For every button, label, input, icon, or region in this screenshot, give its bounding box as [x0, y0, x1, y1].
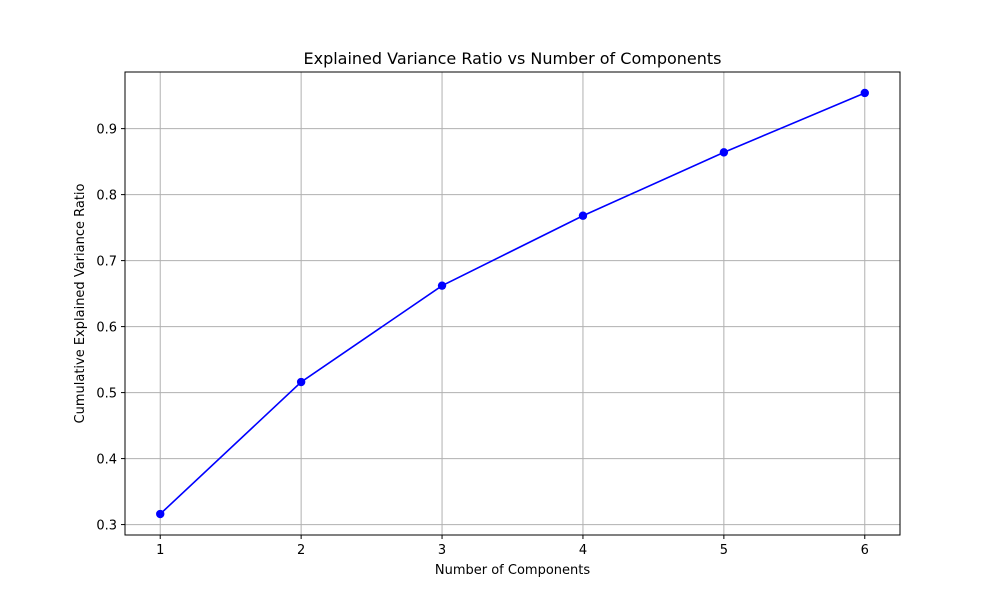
- x-axis-label: Number of Components: [435, 563, 590, 578]
- x-tick-label: 4: [579, 543, 587, 558]
- data-point: [719, 148, 729, 157]
- x-tick-label: 6: [861, 543, 869, 558]
- y-tick-label: 0.4: [96, 453, 117, 468]
- x-tick-label: 3: [438, 543, 446, 558]
- x-tick-label: 1: [156, 543, 164, 558]
- grid: [125, 72, 900, 535]
- series-layer: [156, 88, 869, 519]
- y-axis: 0.3 0.4 0.5 0.6 0.7 0.8 0.9: [96, 123, 125, 534]
- y-tick-label: 0.9: [96, 123, 117, 138]
- data-point: [860, 88, 869, 98]
- x-tick-label: 2: [297, 543, 305, 558]
- y-tick-label: 0.3: [96, 519, 117, 534]
- x-axis: 1 2 3 4 5 6: [156, 535, 869, 558]
- data-point: [437, 281, 447, 290]
- chart-title: Explained Variance Ratio vs Number of Co…: [303, 49, 721, 68]
- y-axis-label: Cumulative Explained Variance Ratio: [73, 183, 88, 423]
- y-tick-label: 0.5: [96, 387, 117, 402]
- y-tick-label: 0.8: [96, 189, 117, 204]
- y-tick-label: 0.6: [96, 321, 117, 336]
- data-point: [296, 377, 306, 387]
- y-tick-label: 0.7: [96, 255, 117, 270]
- x-tick-label: 5: [720, 543, 728, 558]
- series-line: [159, 92, 866, 515]
- data-point: [156, 509, 165, 519]
- plot-frame: [124, 71, 901, 536]
- data-point: [578, 211, 588, 220]
